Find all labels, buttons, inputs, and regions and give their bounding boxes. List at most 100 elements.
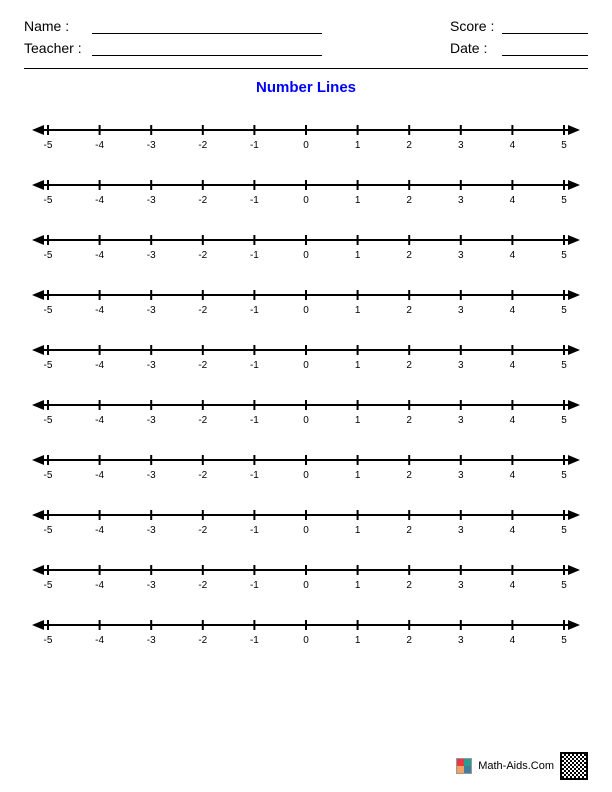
svg-text:1: 1	[355, 635, 361, 646]
svg-text:3: 3	[458, 360, 464, 371]
svg-text:-5: -5	[44, 635, 53, 646]
svg-text:0: 0	[303, 195, 309, 206]
date-label: Date :	[450, 40, 502, 56]
svg-text:-5: -5	[44, 195, 53, 206]
svg-text:4: 4	[510, 415, 516, 426]
svg-text:-1: -1	[250, 305, 259, 316]
svg-text:0: 0	[303, 305, 309, 316]
svg-text:-4: -4	[95, 415, 104, 426]
svg-text:0: 0	[303, 250, 309, 261]
svg-text:5: 5	[561, 305, 567, 316]
svg-text:-1: -1	[250, 580, 259, 591]
svg-text:5: 5	[561, 525, 567, 536]
svg-text:-3: -3	[147, 525, 156, 536]
teacher-field-row: Teacher :	[24, 40, 322, 56]
svg-text:-2: -2	[198, 635, 207, 646]
svg-text:-4: -4	[95, 305, 104, 316]
svg-text:3: 3	[458, 140, 464, 151]
name-blank-line	[92, 20, 322, 34]
svg-text:3: 3	[458, 470, 464, 481]
svg-text:4: 4	[510, 140, 516, 151]
name-label: Name :	[24, 18, 92, 34]
svg-text:0: 0	[303, 470, 309, 481]
svg-text:-2: -2	[198, 140, 207, 151]
svg-text:-2: -2	[198, 525, 207, 536]
svg-text:-2: -2	[198, 415, 207, 426]
svg-text:-5: -5	[44, 250, 53, 261]
svg-text:3: 3	[458, 305, 464, 316]
svg-text:-3: -3	[147, 195, 156, 206]
svg-text:1: 1	[355, 525, 361, 536]
svg-text:-2: -2	[198, 580, 207, 591]
svg-text:4: 4	[510, 580, 516, 591]
score-label: Score :	[450, 18, 502, 34]
svg-text:-5: -5	[44, 140, 53, 151]
teacher-blank-line	[92, 42, 322, 56]
number-line: -5-4-3-2-1012345	[30, 499, 582, 554]
svg-text:-3: -3	[147, 250, 156, 261]
svg-text:-4: -4	[95, 140, 104, 151]
svg-text:-5: -5	[44, 360, 53, 371]
number-line: -5-4-3-2-1012345	[30, 169, 582, 224]
svg-text:-5: -5	[44, 305, 53, 316]
svg-text:0: 0	[303, 140, 309, 151]
number-line: -5-4-3-2-1012345	[30, 114, 582, 169]
svg-text:0: 0	[303, 360, 309, 371]
svg-text:-4: -4	[95, 525, 104, 536]
svg-text:3: 3	[458, 415, 464, 426]
svg-text:4: 4	[510, 250, 516, 261]
svg-text:2: 2	[406, 580, 412, 591]
svg-text:1: 1	[355, 305, 361, 316]
number-line: -5-4-3-2-1012345	[30, 279, 582, 334]
svg-text:-1: -1	[250, 635, 259, 646]
svg-text:4: 4	[510, 635, 516, 646]
teacher-label: Teacher :	[24, 40, 92, 56]
number-line: -5-4-3-2-1012345	[30, 444, 582, 499]
number-line: -5-4-3-2-1012345	[30, 554, 582, 609]
svg-text:2: 2	[406, 360, 412, 371]
svg-text:-3: -3	[147, 580, 156, 591]
svg-text:5: 5	[561, 470, 567, 481]
svg-text:0: 0	[303, 580, 309, 591]
svg-text:-1: -1	[250, 360, 259, 371]
footer-site: Math-Aids.Com	[478, 760, 554, 772]
svg-text:-5: -5	[44, 470, 53, 481]
svg-text:2: 2	[406, 195, 412, 206]
svg-text:-1: -1	[250, 525, 259, 536]
svg-text:0: 0	[303, 525, 309, 536]
svg-text:3: 3	[458, 635, 464, 646]
svg-text:-4: -4	[95, 250, 104, 261]
svg-text:2: 2	[406, 635, 412, 646]
number-line: -5-4-3-2-1012345	[30, 609, 582, 664]
svg-text:3: 3	[458, 195, 464, 206]
svg-text:2: 2	[406, 250, 412, 261]
svg-text:-3: -3	[147, 635, 156, 646]
svg-text:1: 1	[355, 360, 361, 371]
svg-text:1: 1	[355, 250, 361, 261]
svg-text:5: 5	[561, 635, 567, 646]
svg-text:2: 2	[406, 305, 412, 316]
svg-text:4: 4	[510, 470, 516, 481]
svg-text:2: 2	[406, 415, 412, 426]
svg-text:-2: -2	[198, 360, 207, 371]
svg-text:1: 1	[355, 470, 361, 481]
svg-text:5: 5	[561, 195, 567, 206]
logo-icon	[456, 758, 472, 774]
svg-text:1: 1	[355, 140, 361, 151]
svg-text:5: 5	[561, 360, 567, 371]
number-line: -5-4-3-2-1012345	[30, 389, 582, 444]
svg-text:-3: -3	[147, 140, 156, 151]
svg-text:-4: -4	[95, 580, 104, 591]
svg-text:1: 1	[355, 415, 361, 426]
svg-text:-1: -1	[250, 415, 259, 426]
svg-text:5: 5	[561, 580, 567, 591]
svg-text:-2: -2	[198, 195, 207, 206]
qr-code-icon	[560, 752, 588, 780]
number-line: -5-4-3-2-1012345	[30, 334, 582, 389]
svg-text:-2: -2	[198, 305, 207, 316]
svg-text:-1: -1	[250, 250, 259, 261]
svg-text:-4: -4	[95, 360, 104, 371]
number-lines-container: -5 -4 -3 -2 -1 0 1 2 3 4 5 -5 -4 -3 -2 -1 0 1 2 3 4 5 -5 -4 -3…	[24, 114, 588, 664]
svg-text:-1: -1	[250, 195, 259, 206]
svg-text:4: 4	[510, 360, 516, 371]
